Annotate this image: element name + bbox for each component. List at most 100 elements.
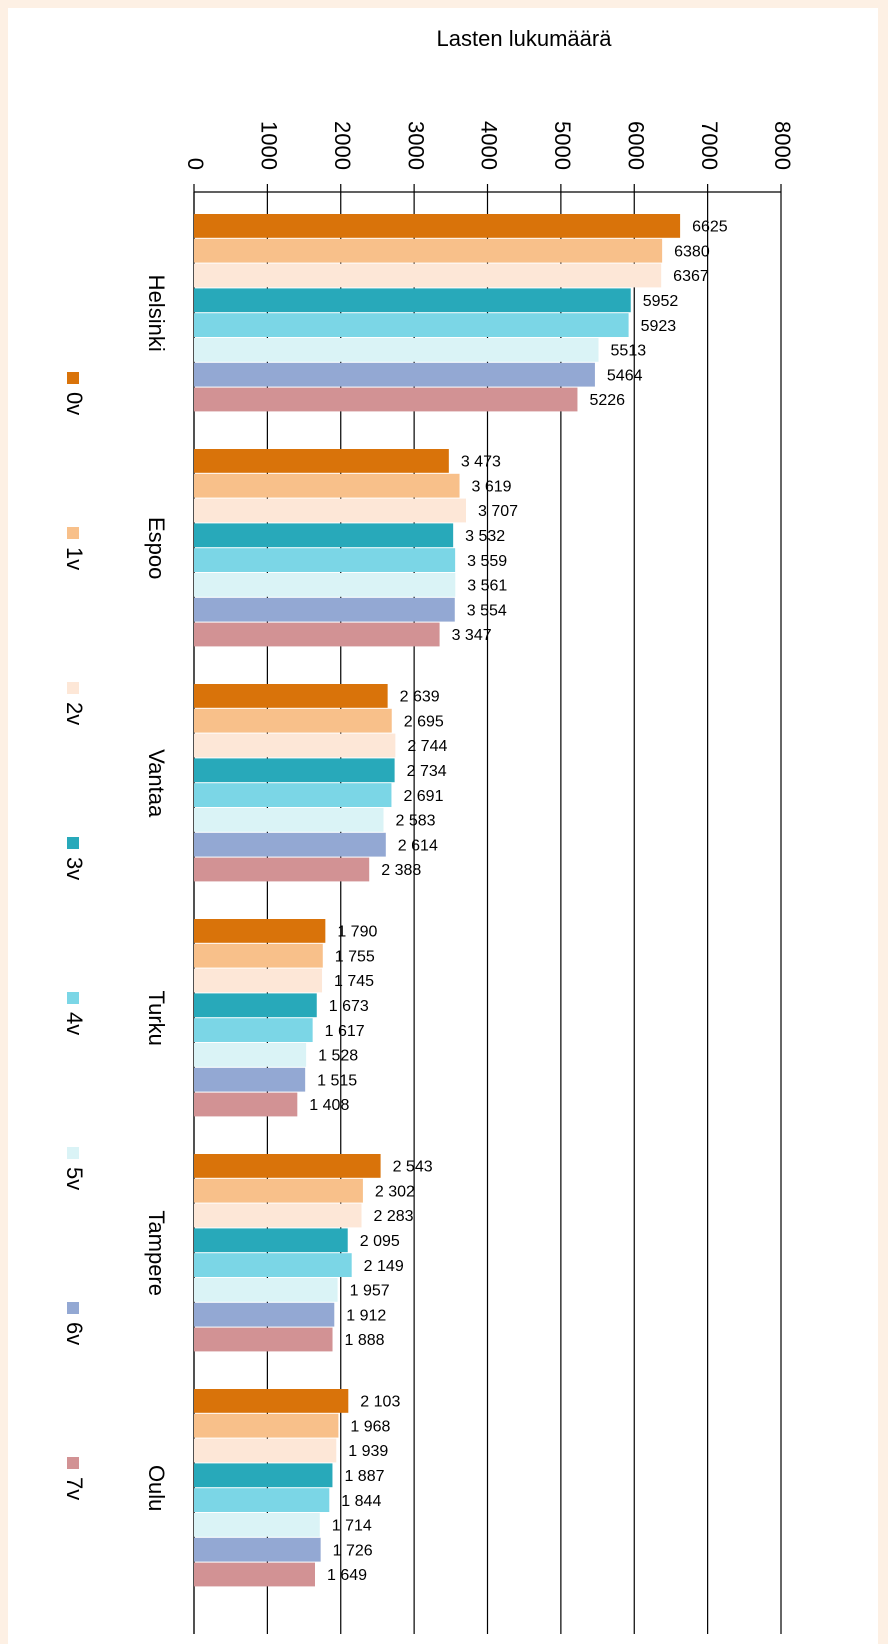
value-label: 1 515 <box>317 1072 357 1089</box>
value-label: 1 408 <box>309 1097 349 1114</box>
bar <box>194 783 392 807</box>
value-label: 2 283 <box>374 1208 414 1225</box>
value-label: 3 707 <box>478 503 518 520</box>
bar <box>194 708 392 733</box>
bar <box>194 1203 362 1228</box>
value-label: 2 614 <box>398 837 438 854</box>
legend-swatch <box>67 1457 79 1469</box>
value-label: 5226 <box>589 392 625 409</box>
value-label: 2 583 <box>396 813 436 830</box>
bar <box>194 733 396 758</box>
x-tick-label: 8000 <box>770 121 795 170</box>
value-label: 1 957 <box>350 1283 390 1300</box>
bar <box>194 1327 333 1352</box>
legend-label: 7v <box>62 1477 87 1500</box>
legend-swatch <box>67 1302 79 1314</box>
value-label: 3 473 <box>461 454 501 471</box>
legend-label: 5v <box>62 1167 87 1190</box>
bar <box>194 338 599 362</box>
value-label: 2 388 <box>381 862 421 879</box>
category-label: Turku <box>144 990 169 1045</box>
value-label: 3 554 <box>467 602 507 619</box>
category-label: Tampere <box>144 1210 169 1296</box>
value-label: 2 744 <box>407 738 447 755</box>
bar <box>194 313 629 337</box>
value-label: 2 149 <box>364 1258 404 1275</box>
value-label: 3 532 <box>465 528 505 545</box>
bar <box>194 1178 363 1203</box>
bar <box>194 1092 298 1117</box>
value-label: 2 543 <box>393 1159 433 1176</box>
legend-label: 1v <box>62 547 87 570</box>
value-label: 2 302 <box>375 1183 415 1200</box>
category-label: Oulu <box>144 1465 169 1511</box>
bar <box>194 1413 339 1438</box>
x-tick-label: 2000 <box>330 121 355 170</box>
value-label: 1 726 <box>333 1542 373 1559</box>
value-label: 1 968 <box>350 1418 390 1435</box>
bar <box>194 1463 333 1488</box>
value-label: 1 714 <box>332 1518 372 1535</box>
bar <box>194 238 663 263</box>
bar <box>194 1438 337 1463</box>
value-label: 3 559 <box>467 553 507 570</box>
bar <box>194 919 326 943</box>
bar <box>194 523 454 548</box>
bar <box>194 1043 307 1067</box>
x-tick-label: 1000 <box>257 121 282 170</box>
bar <box>194 263 662 288</box>
value-label: 2 095 <box>360 1233 400 1250</box>
value-label: 1 887 <box>344 1468 384 1485</box>
legend-label: 3v <box>62 857 87 880</box>
bar <box>194 1228 348 1253</box>
value-label: 1 844 <box>341 1493 381 1510</box>
bar <box>194 597 455 622</box>
bar <box>194 548 456 572</box>
bar <box>194 1253 352 1277</box>
value-label: 2 691 <box>403 788 443 805</box>
value-label: 1 790 <box>337 924 377 941</box>
bar <box>194 1302 335 1327</box>
bar <box>194 968 323 993</box>
bar <box>194 498 467 523</box>
value-label: 5464 <box>607 367 643 384</box>
value-label: 3 619 <box>472 478 512 495</box>
legend-label: 6v <box>62 1322 87 1345</box>
bar <box>194 808 384 832</box>
bar <box>194 993 317 1018</box>
legend-swatch <box>67 1147 79 1159</box>
value-label: 1 912 <box>346 1307 386 1324</box>
bar <box>194 1513 320 1537</box>
category-label: Vantaa <box>144 749 169 818</box>
bar <box>194 1488 330 1512</box>
x-tick-label: 0 <box>183 158 208 170</box>
bar <box>194 1389 349 1413</box>
x-tick-label: 3000 <box>403 121 428 170</box>
legend-label: 2v <box>62 702 87 725</box>
bar <box>194 214 681 238</box>
bar <box>194 449 449 473</box>
legend-label: 0v <box>62 392 87 415</box>
value-label: 1 617 <box>325 1023 365 1040</box>
legend-swatch <box>67 372 79 384</box>
value-label: 5923 <box>641 318 677 335</box>
value-label: 1 673 <box>329 998 369 1015</box>
bar <box>194 758 395 783</box>
legend-label: 4v <box>62 1012 87 1035</box>
x-tick-label: 7000 <box>697 121 722 170</box>
category-label: Espoo <box>144 517 169 579</box>
bar <box>194 288 631 313</box>
value-label: 2 103 <box>360 1394 400 1411</box>
legend-swatch <box>67 837 79 849</box>
bar <box>194 857 370 882</box>
bar <box>194 362 595 387</box>
value-label: 1 939 <box>348 1443 388 1460</box>
value-label: 1 745 <box>334 973 374 990</box>
bar <box>194 684 388 708</box>
value-label: 5952 <box>643 293 679 310</box>
x-tick-label: 4000 <box>477 121 502 170</box>
legend-swatch <box>67 992 79 1004</box>
value-label: 5513 <box>611 343 647 360</box>
value-label: 1 649 <box>327 1567 367 1584</box>
